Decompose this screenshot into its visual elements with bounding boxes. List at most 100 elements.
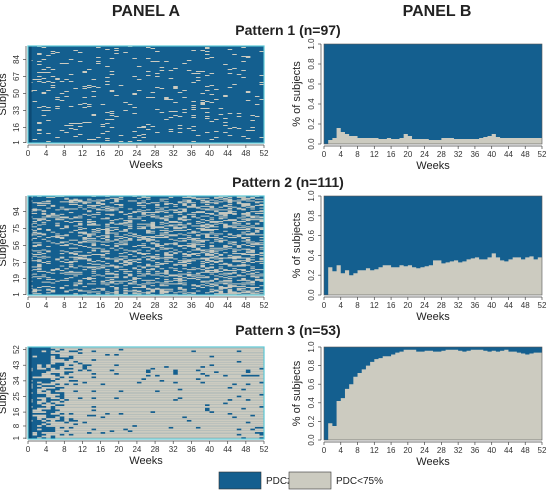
heatmap-cell (73, 198, 78, 200)
heatmap-cell (209, 225, 215, 227)
heatmap-cell (73, 285, 78, 287)
x-tick-label-52: 52 (538, 150, 547, 159)
heatmap-cell (87, 252, 92, 254)
heatmap-cell (168, 230, 174, 232)
heatmap-cell (182, 90, 187, 91)
heatmap-cell (205, 48, 210, 49)
heatmap-cell (91, 250, 97, 252)
heatmap-cell (41, 211, 47, 213)
x-tick-label-52: 52 (260, 445, 269, 454)
heatmap-cell (73, 220, 83, 222)
heatmap-cell (82, 233, 92, 235)
heatmap-cell (114, 291, 119, 293)
heatmap-cell (87, 239, 97, 241)
heatmap-cell (232, 206, 237, 208)
heatmap-cell (136, 197, 142, 199)
heatmap-cell (214, 203, 219, 205)
heatmap-cell (150, 61, 160, 62)
heatmap-cell (177, 371, 215, 374)
heatmap-cell (118, 282, 124, 284)
x-tick-label-48: 48 (521, 150, 530, 159)
x-tick-label-0: 0 (322, 301, 327, 310)
heatmap-cell (227, 202, 233, 204)
heatmap-cell (109, 202, 115, 204)
heatmap-cell (214, 255, 219, 257)
heatmap-cell (82, 240, 87, 242)
heatmap-cell (59, 242, 65, 244)
heatmap-cell (195, 135, 201, 136)
heatmap-cell (82, 348, 119, 351)
heatmap-cell (182, 247, 187, 249)
heatmap-cell (114, 95, 119, 96)
y-tick-label-0.4: 0.4 (307, 249, 316, 261)
heatmap-frame (27, 346, 265, 440)
heatmap-cell (146, 124, 151, 125)
heatmap-cell (250, 208, 255, 210)
heatmap-cell (164, 216, 174, 218)
heatmap-cell (173, 227, 187, 229)
heatmap-cell (87, 220, 97, 222)
heatmap-cell (114, 236, 124, 238)
heatmap-cell (32, 139, 38, 140)
heatmap-cell (136, 269, 142, 271)
heatmap-cell (241, 291, 251, 293)
heatmap-cell (146, 232, 156, 234)
heatmap-cell (236, 245, 242, 247)
heatmap-cell (132, 212, 137, 214)
heatmap-cell (105, 207, 110, 209)
heatmap-cell (28, 209, 42, 211)
heatmap-cell (200, 245, 205, 247)
heatmap-cell (96, 350, 192, 353)
heatmap-cell (64, 198, 69, 200)
heatmap-cell (32, 411, 47, 413)
heatmap-cell (114, 276, 119, 278)
heatmap-cell (223, 95, 228, 96)
heatmap-cell (105, 270, 110, 272)
heatmap-cell (64, 386, 228, 389)
heatmap-cell (136, 228, 146, 230)
heatmap-cell (55, 379, 69, 382)
heatmap-cell (91, 272, 97, 274)
heatmap-cell (141, 266, 146, 268)
heatmap-cell (155, 278, 160, 280)
heatmap-cell (209, 404, 264, 407)
heatmap-cell (100, 250, 110, 252)
heatmap-cell (82, 97, 87, 98)
heatmap-cell (105, 119, 115, 120)
heatmap-cell (46, 262, 51, 264)
heatmap-cell (109, 209, 119, 211)
heatmap-cell (150, 256, 156, 258)
heatmap-cell (77, 222, 83, 224)
heatmap-cell (159, 198, 169, 200)
heatmap-cell (218, 222, 224, 224)
heatmap-cell (132, 58, 137, 59)
heatmap-cell (109, 278, 115, 280)
x-tick-label-28: 28 (151, 445, 160, 454)
heatmap-cell (136, 262, 142, 263)
heatmap-cell (132, 286, 146, 288)
heatmap-cell (91, 288, 97, 290)
heatmap-cell (227, 286, 246, 288)
x-tick-label-0: 0 (26, 301, 31, 310)
heatmap-cell (114, 290, 119, 292)
heatmap-cell (136, 235, 142, 237)
heatmap-cell (164, 271, 169, 273)
heatmap-cell (109, 91, 115, 92)
x-axis-label: Weeks (129, 159, 163, 171)
heatmap-cell (141, 126, 146, 127)
heatmap-cell (59, 250, 65, 252)
heatmap-cell (73, 412, 106, 415)
heatmap-cell (146, 287, 151, 289)
heatmap-cell (132, 268, 137, 270)
heatmap-cell (150, 224, 156, 226)
heatmap-cell (200, 233, 224, 235)
heatmap-cell (123, 260, 133, 262)
heatmap-cell (186, 259, 192, 261)
heatmap-cell (114, 260, 119, 262)
x-tick-label-36: 36 (470, 301, 479, 310)
heatmap-cell (241, 219, 264, 221)
heatmap-cell (155, 132, 160, 133)
heatmap-cell (91, 244, 97, 246)
heatmap-cell (32, 273, 38, 275)
